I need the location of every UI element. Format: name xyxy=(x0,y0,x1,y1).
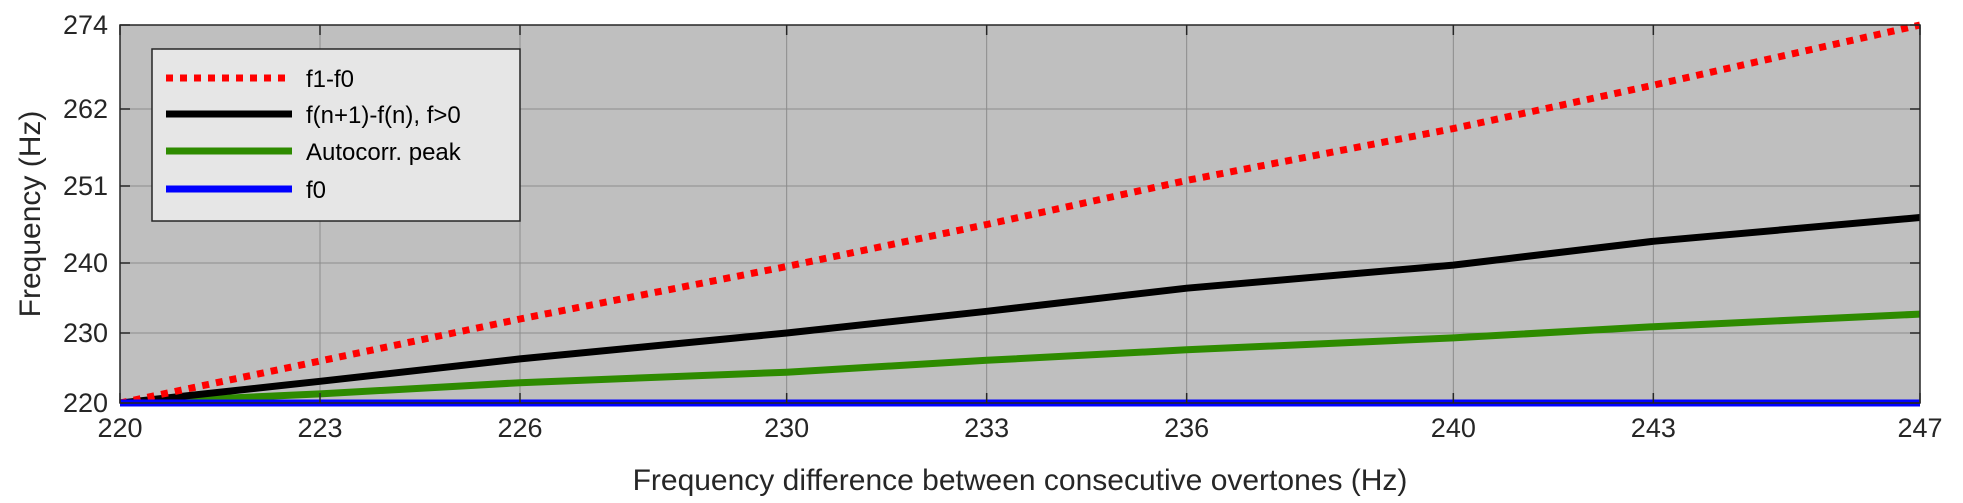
x-axis-title: Frequency difference between consecutive… xyxy=(633,464,1408,497)
legend-label-overtone-diff: f(n+1)-f(n), f>0 xyxy=(306,102,461,129)
legend-label-f1-f0: f1-f0 xyxy=(306,66,354,93)
axis-ticks xyxy=(119,24,1921,404)
series-line-f-n-1-f-n-f-0 xyxy=(119,214,1921,407)
x-tick-label: 233 xyxy=(964,413,1009,443)
y-tick-label: 240 xyxy=(63,248,108,278)
x-tick-label: 236 xyxy=(1164,413,1209,443)
x-tick-label: 230 xyxy=(764,413,809,443)
x-tick-label: 223 xyxy=(297,413,342,443)
x-tick-label: 220 xyxy=(97,413,142,443)
series-line-autocorr-peak xyxy=(119,310,1921,407)
y-tick-label: 251 xyxy=(63,171,108,201)
x-tick-label: 247 xyxy=(1897,413,1942,443)
x-tick-label: 226 xyxy=(497,413,542,443)
y-axis-title: Frequency (Hz) xyxy=(14,111,47,318)
plot-frame xyxy=(119,24,1921,404)
legend-label-f0: f0 xyxy=(306,177,326,204)
series-line-f1-f0 xyxy=(119,21,1921,407)
y-tick-label: 262 xyxy=(63,94,108,124)
legend: f1-f0 f(n+1)-f(n), f>0 Autocorr. peak f0 xyxy=(151,48,521,222)
y-tick-label: 274 xyxy=(63,10,108,40)
tick-labels: 220 223 226 230 233 236 240 243 247 220 230 240 251 2… xyxy=(63,10,1943,443)
x-tick-label: 243 xyxy=(1631,413,1676,443)
x-tick-label: 240 xyxy=(1431,413,1476,443)
y-tick-label: 220 xyxy=(63,388,108,418)
y-tick-label: 230 xyxy=(63,318,108,348)
legend-label-autocorr: Autocorr. peak xyxy=(306,139,462,166)
